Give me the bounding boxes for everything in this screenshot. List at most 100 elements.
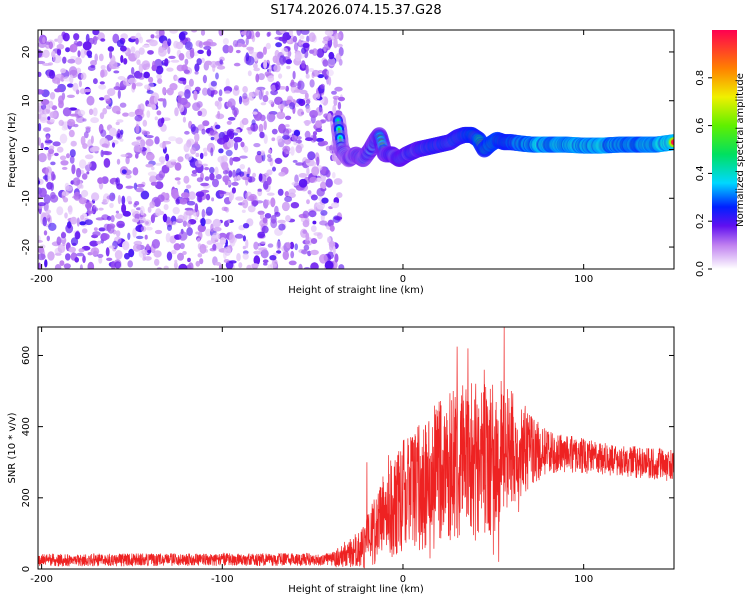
- noise-blob: [270, 218, 278, 229]
- noise-blob: [97, 253, 104, 258]
- noise-blob: [57, 34, 63, 45]
- noise-blob: [136, 59, 141, 65]
- noise-blob: [116, 39, 125, 48]
- noise-blob: [85, 126, 91, 130]
- noise-blob: [311, 69, 320, 77]
- noise-blob: [278, 171, 286, 177]
- noise-blob: [195, 217, 198, 221]
- noise-blob: [177, 180, 181, 185]
- noise-blob: [185, 153, 193, 161]
- noise-blob: [305, 73, 310, 79]
- noise-blob: [38, 262, 41, 269]
- noise-blob: [260, 249, 269, 259]
- noise-blob: [210, 147, 214, 157]
- noise-blob: [284, 124, 290, 128]
- noise-blob: [42, 216, 47, 227]
- y-tick-label: 200: [21, 488, 32, 507]
- noise-blob: [322, 59, 329, 67]
- noise-blob: [98, 207, 104, 211]
- noise-blob: [258, 247, 268, 252]
- noise-blob: [151, 64, 157, 72]
- noise-blob: [38, 152, 47, 163]
- noise-blob: [76, 167, 82, 178]
- noise-blob: [324, 30, 334, 36]
- noise-blob: [70, 140, 77, 147]
- noise-blob: [204, 167, 210, 171]
- noise-blob: [263, 120, 267, 131]
- noise-blob: [310, 238, 318, 244]
- noise-blob: [133, 145, 143, 152]
- noise-blob: [310, 249, 319, 256]
- noise-blob: [155, 173, 164, 181]
- noise-blob: [255, 88, 259, 96]
- noise-blob: [231, 187, 236, 194]
- noise-blob: [288, 188, 296, 195]
- noise-blob: [141, 130, 151, 136]
- noise-blob: [179, 198, 188, 205]
- noise-blob: [166, 251, 173, 261]
- noise-blob: [333, 38, 338, 49]
- noise-blob: [186, 264, 192, 269]
- noise-blob: [122, 78, 130, 86]
- noise-blob: [204, 176, 210, 182]
- noise-blob: [101, 176, 109, 185]
- noise-blob: [140, 190, 150, 200]
- noise-blob: [186, 227, 193, 236]
- noise-blob: [275, 42, 282, 48]
- noise-blob: [326, 69, 334, 77]
- noise-blob: [60, 160, 69, 166]
- noise-blob: [63, 76, 72, 82]
- spectrogram-x-ticks: -200 -100 0 100: [30, 30, 593, 285]
- noise-blob: [162, 40, 169, 49]
- noise-blob: [321, 197, 329, 204]
- noise-blob: [62, 32, 70, 42]
- noise-blob: [72, 195, 81, 199]
- spectrogram-ridge: [329, 112, 674, 168]
- noise-blob: [183, 143, 190, 153]
- noise-blob: [191, 170, 198, 174]
- colorbar-label: Normalized spectral amplitude: [735, 73, 746, 227]
- noise-blob: [182, 116, 186, 123]
- noise-blob: [122, 112, 129, 117]
- noise-blob: [82, 118, 87, 122]
- noise-blob: [65, 253, 71, 261]
- noise-blob: [236, 253, 241, 262]
- noise-blob: [67, 118, 76, 127]
- noise-blob: [54, 88, 62, 93]
- noise-blob: [285, 215, 291, 222]
- noise-blob: [316, 187, 325, 197]
- noise-blob: [80, 214, 85, 220]
- noise-blob: [194, 140, 199, 147]
- noise-blob: [107, 46, 115, 52]
- noise-blob: [76, 41, 83, 47]
- noise-blob: [64, 185, 73, 192]
- noise-blob: [171, 188, 179, 199]
- noise-blob: [43, 127, 51, 132]
- colorbar-tick-label: 0.0: [695, 261, 706, 277]
- noise-blob: [116, 110, 121, 115]
- noise-blob: [48, 222, 57, 231]
- noise-blob: [150, 34, 155, 39]
- noise-blob: [117, 133, 121, 138]
- noise-blob: [325, 178, 333, 188]
- noise-blob: [306, 167, 310, 176]
- noise-blob: [267, 243, 274, 248]
- noise-blob: [145, 221, 149, 225]
- noise-blob: [136, 136, 142, 140]
- noise-blob: [179, 97, 188, 106]
- noise-blob: [178, 231, 188, 241]
- noise-blob: [175, 41, 184, 50]
- noise-blob: [268, 64, 272, 73]
- noise-blob: [233, 62, 241, 67]
- noise-blob: [57, 244, 66, 254]
- x-tick-label: 100: [574, 574, 593, 585]
- noise-blob: [38, 41, 47, 48]
- y-tick-label: 0: [21, 146, 32, 152]
- noise-blob: [132, 227, 137, 238]
- noise-blob: [165, 89, 171, 93]
- noise-blob: [120, 154, 129, 158]
- noise-blob: [47, 152, 52, 161]
- noise-blob: [299, 35, 305, 40]
- noise-blob: [123, 58, 128, 65]
